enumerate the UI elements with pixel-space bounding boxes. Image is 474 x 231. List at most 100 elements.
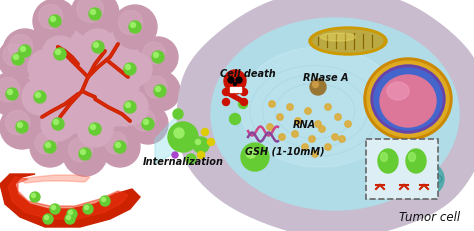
Circle shape	[267, 124, 273, 131]
Polygon shape	[0, 174, 140, 227]
Circle shape	[18, 123, 22, 128]
FancyBboxPatch shape	[366, 139, 438, 199]
Circle shape	[41, 108, 75, 141]
Circle shape	[142, 119, 154, 131]
Circle shape	[117, 94, 137, 114]
Circle shape	[77, 112, 113, 147]
Circle shape	[240, 99, 247, 106]
Ellipse shape	[309, 28, 387, 56]
Text: RNase A: RNase A	[303, 73, 349, 83]
Circle shape	[144, 120, 148, 125]
Circle shape	[228, 78, 234, 84]
Circle shape	[33, 0, 77, 44]
Circle shape	[0, 40, 38, 80]
Circle shape	[55, 50, 61, 55]
Circle shape	[43, 214, 53, 224]
Circle shape	[295, 118, 301, 125]
Bar	[237, 88, 240, 93]
Circle shape	[28, 51, 62, 85]
Circle shape	[63, 132, 107, 176]
Ellipse shape	[364, 59, 452, 140]
Circle shape	[154, 86, 166, 97]
Circle shape	[287, 104, 293, 111]
Circle shape	[279, 134, 285, 141]
Ellipse shape	[240, 48, 400, 167]
Circle shape	[19, 46, 31, 58]
Circle shape	[89, 9, 101, 21]
Circle shape	[101, 198, 106, 202]
Ellipse shape	[387, 83, 409, 100]
Polygon shape	[211, 19, 459, 210]
Circle shape	[116, 143, 120, 148]
Circle shape	[35, 132, 57, 154]
Ellipse shape	[320, 34, 356, 42]
Circle shape	[113, 6, 157, 50]
Circle shape	[198, 152, 204, 159]
Circle shape	[93, 43, 99, 48]
Circle shape	[77, 0, 103, 23]
Circle shape	[312, 151, 318, 158]
Circle shape	[51, 17, 55, 22]
Circle shape	[339, 136, 345, 143]
Circle shape	[0, 73, 34, 116]
Circle shape	[222, 99, 229, 106]
Circle shape	[172, 152, 178, 158]
Circle shape	[305, 108, 311, 115]
Circle shape	[54, 120, 58, 125]
Circle shape	[9, 35, 33, 59]
Circle shape	[79, 148, 91, 160]
Circle shape	[52, 206, 55, 210]
Circle shape	[128, 105, 168, 144]
Ellipse shape	[380, 76, 436, 128]
Circle shape	[302, 144, 308, 151]
Circle shape	[65, 214, 75, 224]
Circle shape	[145, 77, 167, 99]
Circle shape	[309, 136, 315, 143]
Text: Internalization: Internalization	[143, 156, 224, 166]
Circle shape	[50, 204, 60, 214]
Circle shape	[84, 206, 89, 210]
Circle shape	[292, 131, 298, 138]
Circle shape	[124, 64, 136, 76]
Circle shape	[168, 122, 198, 152]
Circle shape	[81, 150, 85, 155]
Circle shape	[32, 55, 51, 74]
Circle shape	[6, 89, 18, 100]
Circle shape	[118, 12, 143, 36]
Circle shape	[228, 75, 236, 83]
Circle shape	[34, 92, 46, 103]
Circle shape	[118, 53, 152, 87]
Ellipse shape	[409, 153, 416, 162]
Circle shape	[46, 41, 66, 61]
Circle shape	[174, 128, 184, 138]
Circle shape	[138, 38, 178, 78]
Circle shape	[80, 30, 116, 66]
Circle shape	[325, 144, 331, 151]
Circle shape	[0, 78, 20, 102]
Text: Tumor cell: Tumor cell	[400, 211, 461, 224]
Circle shape	[20, 47, 26, 52]
Circle shape	[45, 112, 64, 130]
Circle shape	[173, 109, 183, 119]
Circle shape	[6, 111, 30, 135]
Circle shape	[240, 89, 247, 96]
Circle shape	[45, 216, 48, 219]
Circle shape	[83, 204, 93, 214]
Circle shape	[238, 100, 247, 109]
Circle shape	[52, 119, 64, 131]
Circle shape	[89, 123, 101, 135]
Ellipse shape	[367, 62, 449, 137]
Circle shape	[208, 139, 215, 146]
Circle shape	[69, 211, 73, 215]
Circle shape	[222, 89, 229, 96]
Circle shape	[66, 216, 71, 219]
Circle shape	[234, 83, 237, 86]
Circle shape	[155, 87, 161, 92]
Circle shape	[54, 49, 66, 61]
Circle shape	[27, 84, 46, 104]
Circle shape	[224, 71, 246, 93]
Circle shape	[12, 54, 24, 66]
Circle shape	[49, 16, 61, 28]
Circle shape	[140, 72, 180, 112]
Polygon shape	[155, 94, 270, 164]
